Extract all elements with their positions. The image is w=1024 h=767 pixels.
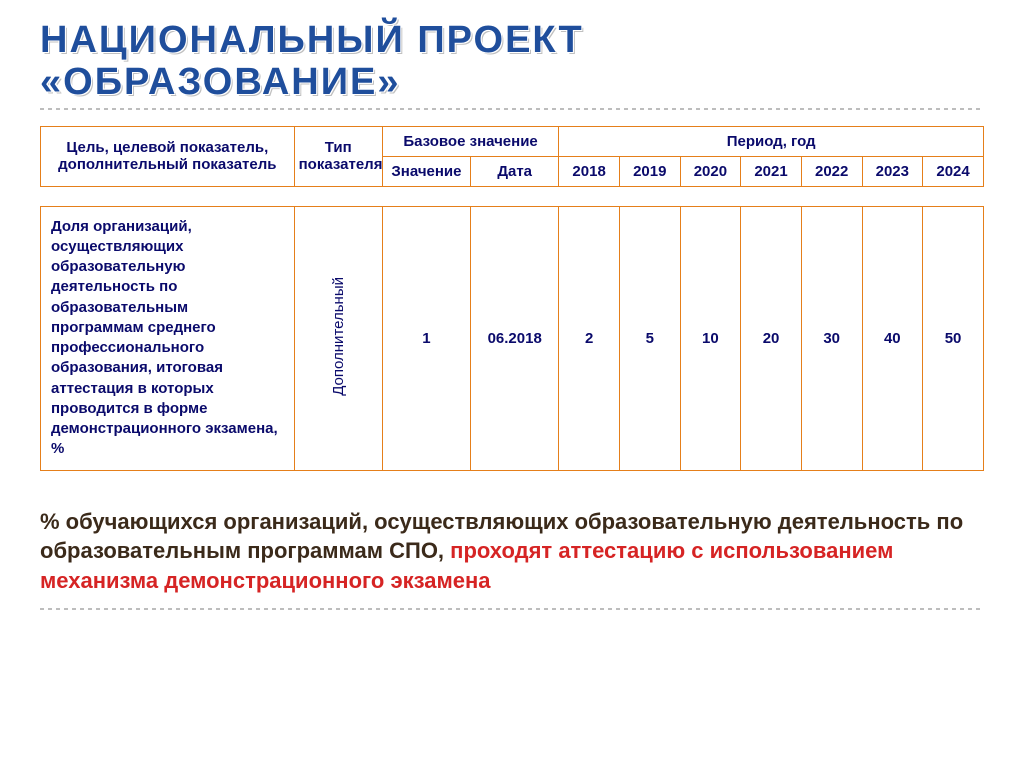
title-divider [40, 108, 984, 110]
title-line1: НАЦИОНАЛЬНЫЙ ПРОЕКТ [40, 20, 984, 62]
td-value: 1 [382, 206, 470, 470]
th-year: 2019 [619, 156, 680, 186]
th-value: Значение [382, 156, 470, 186]
td-type: Дополнительный [294, 206, 382, 470]
bottom-divider [40, 608, 984, 610]
th-type: Тип показателя [294, 126, 382, 186]
th-indicator: Цель, целевой показатель, дополнительный… [41, 126, 295, 186]
td-year: 20 [741, 206, 802, 470]
th-period-group: Период, год [559, 126, 984, 156]
th-year: 2021 [741, 156, 802, 186]
td-year: 40 [862, 206, 923, 470]
title-line2: «ОБРАЗОВАНИЕ» [40, 62, 984, 104]
indicators-table: Цель, целевой показатель, дополнительный… [40, 126, 984, 471]
td-year: 10 [680, 206, 741, 470]
td-date: 06.2018 [471, 206, 559, 470]
td-year: 30 [801, 206, 862, 470]
table-data-row: Доля организаций, осуществляющих образов… [41, 206, 984, 470]
th-year: 2023 [862, 156, 923, 186]
td-indicator: Доля организаций, осуществляющих образов… [41, 206, 295, 470]
th-year: 2020 [680, 156, 741, 186]
th-base-group: Базовое значение [382, 126, 558, 156]
table-header-row-1: Цель, целевой показатель, дополнительный… [41, 126, 984, 156]
td-year: 2 [559, 206, 620, 470]
table-gap-row [41, 186, 984, 206]
th-year: 2022 [801, 156, 862, 186]
bottom-text: % обучающихся организаций, осуществляющи… [40, 507, 984, 596]
th-year: 2018 [559, 156, 620, 186]
th-date: Дата [471, 156, 559, 186]
page-title: НАЦИОНАЛЬНЫЙ ПРОЕКТ «ОБРАЗОВАНИЕ» [40, 20, 984, 104]
td-year: 50 [923, 206, 984, 470]
td-year: 5 [619, 206, 680, 470]
th-year: 2024 [923, 156, 984, 186]
td-type-text: Дополнительный [330, 277, 347, 396]
